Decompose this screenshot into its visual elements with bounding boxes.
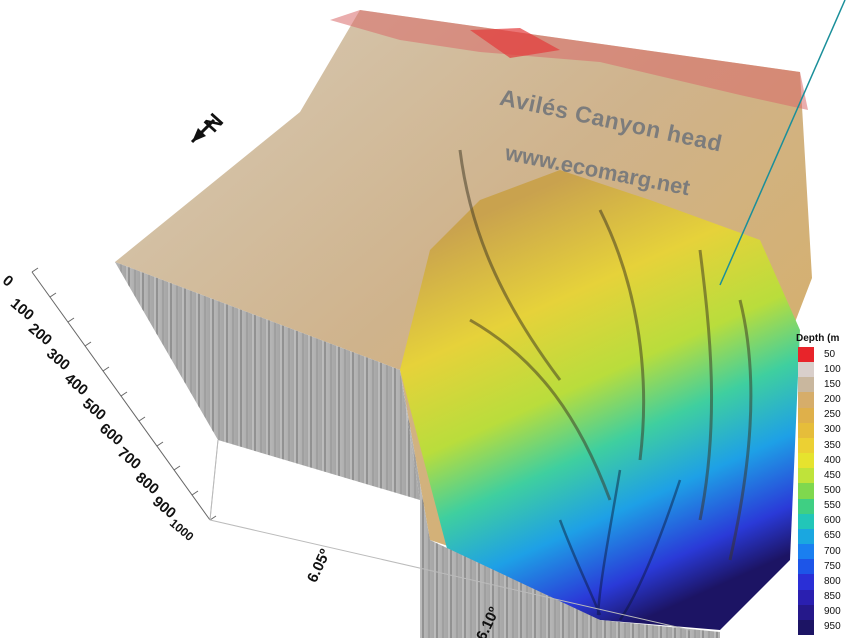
legend-tick-label: 400 <box>824 454 841 466</box>
legend-swatch <box>798 453 814 469</box>
legend-swatch <box>798 574 814 591</box>
front-wall-left <box>115 262 420 500</box>
legend-color-bar <box>798 347 814 636</box>
legend-swatch <box>798 513 814 530</box>
legend-swatch <box>798 559 814 575</box>
depth-legend: Depth (m 50 100 150 200 250 300 350 400 450 500 55… <box>792 333 855 638</box>
legend-swatch <box>798 483 814 500</box>
legend-tick-label: 650 <box>824 530 841 542</box>
legend-swatch <box>798 377 814 393</box>
shallow-band <box>330 10 808 110</box>
legend-tick-label: 350 <box>824 439 841 451</box>
legend-swatch <box>798 422 814 439</box>
legend-tick-label: 750 <box>824 560 841 572</box>
legend-tick-label: 250 <box>824 409 841 421</box>
legend-swatch <box>798 498 814 515</box>
legend-tick-label: 850 <box>824 591 841 603</box>
legend-swatch <box>798 528 814 545</box>
legend-tick-label: 700 <box>824 545 841 557</box>
legend-tick-label: 150 <box>824 378 841 390</box>
legend-tick-label: 300 <box>824 424 841 436</box>
legend-tick-label: 950 <box>824 621 841 633</box>
legend-swatch <box>798 347 814 363</box>
legend-tick-label: 200 <box>824 394 841 406</box>
legend-swatch <box>798 619 814 636</box>
legend-title: Depth (m <box>796 333 840 344</box>
legend-tick-label: 100 <box>824 363 841 375</box>
legend-swatch <box>798 407 814 424</box>
legend-swatch <box>798 362 814 378</box>
legend-swatch <box>798 604 814 621</box>
legend-tick-label: 900 <box>824 606 841 618</box>
legend-tick-label: 800 <box>824 575 841 587</box>
front-wall-right <box>400 370 720 638</box>
legend-tick-label: 550 <box>824 500 841 512</box>
legend-swatch <box>798 544 814 560</box>
leader-line <box>719 0 846 286</box>
legend-tick-label: 450 <box>824 469 841 481</box>
legend-tick-label: 50 <box>824 348 836 360</box>
north-arrow-icon <box>190 118 216 144</box>
legend-tick-label: 600 <box>824 515 841 527</box>
legend-swatch <box>798 589 814 606</box>
legend-swatch <box>798 468 814 484</box>
legend-swatch <box>798 437 814 454</box>
legend-swatch <box>798 392 814 409</box>
legend-tick-label: 500 <box>824 485 841 496</box>
